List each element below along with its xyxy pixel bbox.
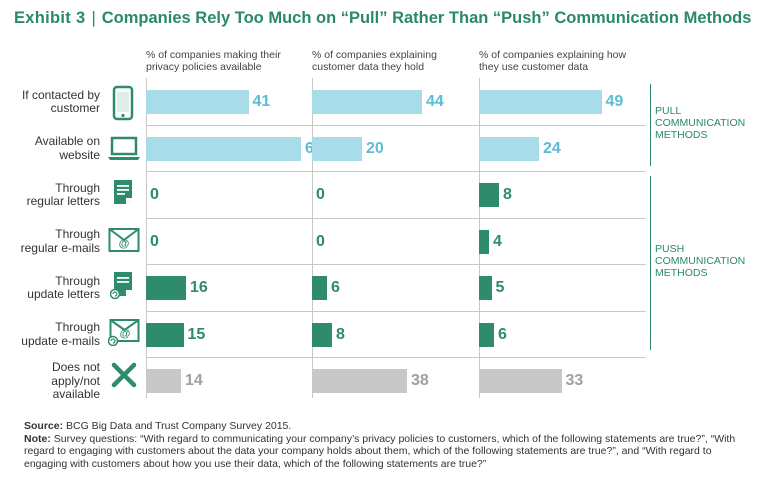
data-label: 44	[426, 93, 444, 110]
source-note: Source: BCG Big Data and Trust Company S…	[24, 420, 754, 433]
email-icon: @	[108, 227, 140, 258]
update-email-icon: @	[107, 318, 140, 351]
bar	[479, 369, 562, 393]
data-label: 41	[252, 93, 271, 110]
note-label: Note:	[24, 432, 51, 445]
row-label: website	[59, 147, 100, 162]
row-label: update letters	[27, 287, 100, 302]
data-label: 0	[150, 232, 159, 250]
data-label: 0	[316, 186, 325, 203]
row-label: Through	[55, 273, 100, 288]
laptop-icon	[107, 135, 141, 166]
row-label: available	[52, 387, 100, 401]
bar	[312, 90, 422, 114]
title-separator: |	[91, 9, 96, 27]
source-label: Source:	[24, 420, 64, 432]
row-label: Available on	[34, 134, 100, 149]
column-header-1: % of companies making their privacy poli…	[146, 49, 281, 73]
update-letter-icon	[109, 270, 134, 305]
footnotes: Source: BCG Big Data and Trust Company S…	[24, 420, 754, 470]
row-separator	[146, 217, 646, 219]
data-label: 15	[187, 325, 206, 343]
bar	[479, 183, 499, 207]
phone-icon	[112, 85, 134, 126]
svg-text:@: @	[119, 238, 130, 250]
row-label: Does not	[51, 360, 100, 374]
bar	[479, 136, 539, 161]
row-separator	[146, 124, 646, 126]
svg-text:@: @	[120, 328, 131, 340]
axis-line	[312, 78, 313, 398]
bar	[312, 136, 362, 161]
data-label: 0	[316, 232, 325, 250]
row-label: Through	[55, 320, 100, 335]
row-label: Through	[55, 180, 100, 195]
bar	[146, 369, 181, 393]
row-separator	[146, 171, 646, 172]
data-label: 33	[565, 372, 584, 389]
row-label: regular e-mails	[20, 240, 100, 255]
data-label: 38	[411, 372, 429, 389]
row-label: apply/not	[51, 373, 100, 388]
push-group-label: PUSH COMMUNICATION METHODS	[655, 243, 746, 279]
pull-group-label: PULL COMMUNICATION METHODS	[655, 105, 746, 141]
bar	[479, 90, 602, 114]
row-label: regular letters	[26, 194, 100, 209]
data-label: 49	[605, 93, 624, 110]
data-label: 6	[498, 325, 507, 343]
note-text: Survey questions: “With regard to commun…	[24, 432, 736, 470]
data-label: 24	[543, 139, 561, 157]
column-header-2: % of companies explaining customer data …	[312, 49, 437, 73]
survey-note: Note: Survey questions: “With regard to …	[24, 433, 754, 471]
data-label: 14	[185, 372, 203, 389]
x-icon	[111, 362, 137, 393]
bar	[312, 322, 332, 347]
bar	[146, 322, 184, 347]
row-label: If contacted by	[21, 87, 100, 102]
data-label: 6	[331, 279, 340, 296]
pull-bracket	[650, 84, 651, 166]
source-text: BCG Big Data and Trust Company Survey 20…	[66, 420, 292, 432]
push-bracket	[650, 176, 651, 350]
data-label: 4	[493, 232, 502, 250]
bar	[479, 276, 492, 300]
data-label: 5	[495, 279, 505, 296]
bar	[479, 322, 494, 347]
axis-line	[146, 78, 147, 398]
bar	[479, 229, 489, 254]
bar	[146, 276, 186, 300]
data-label: 8	[336, 325, 345, 343]
page-title: Exhibit 3 | Companies Rely Too Much on “Pu…	[14, 9, 764, 28]
exhibit-number: Exhibit 3	[14, 9, 86, 27]
letter-icon	[112, 178, 134, 211]
row-separator	[146, 310, 646, 312]
row-label: update e-mails	[21, 333, 100, 348]
data-label: 0	[150, 186, 159, 203]
data-label: 16	[190, 279, 208, 296]
data-label: 8	[503, 186, 512, 203]
bar	[312, 276, 327, 300]
data-label: 20	[366, 139, 384, 157]
row-label: customer	[50, 101, 100, 116]
column-header-3: % of companies explaining how they use c…	[479, 49, 627, 73]
row-separator	[146, 357, 646, 358]
row-separator	[146, 264, 646, 265]
bar	[146, 136, 301, 161]
bar	[312, 369, 407, 393]
chart-title: Companies Rely Too Much on “Pull” Rather…	[101, 9, 752, 27]
row-label: Through	[55, 227, 100, 242]
bar	[146, 90, 249, 114]
